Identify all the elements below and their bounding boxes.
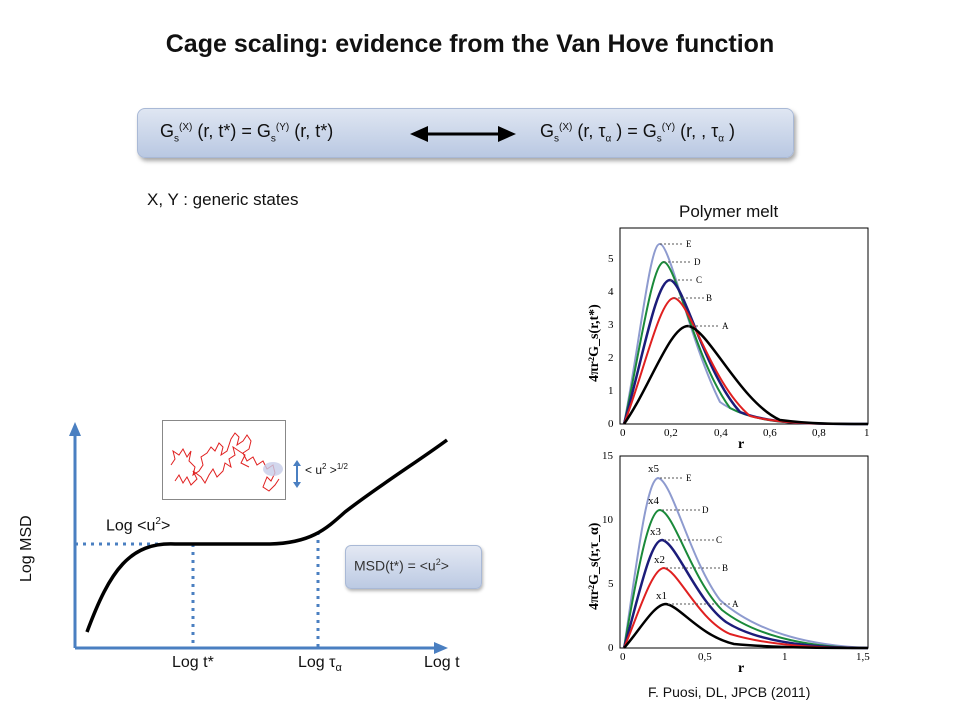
curve-label: C (696, 275, 702, 285)
slide-title: Cage scaling: evidence from the Van Hove… (165, 30, 775, 58)
polymer-label: Polymer melt (679, 202, 779, 221)
curve-label: B (706, 293, 712, 303)
x-axis-label: Log t (424, 654, 460, 671)
top-y-ticks: 0 1 2 3 4 5 (608, 253, 614, 430)
xtick: 1 (864, 427, 870, 439)
curve-label: D (694, 257, 701, 267)
msd-curve (85, 438, 449, 633)
ytick: 4 (608, 286, 614, 298)
curve-label: E (686, 239, 692, 249)
bottom-vanhove-panel: 0 5 10 15 0 0,5 1 1,5 r 4πr²G_s(r,τ_α) E… (587, 450, 870, 676)
ytick: 5 (608, 253, 614, 265)
bottom-x-label: r (738, 661, 744, 676)
ytick: 2 (608, 352, 614, 364)
multiplier-label: x2 (654, 554, 665, 566)
amplitude-arrow-icon (293, 460, 301, 488)
curve-label: E (686, 473, 692, 483)
equation-bar: Gs(X) (r, t*) = Gs(Y) (r, t*) Gs(X) (r, … (137, 108, 794, 158)
msd-sketch (69, 422, 449, 654)
curve-C (622, 278, 869, 426)
plateau-label: Log <u2> (106, 516, 171, 535)
ytick: 3 (608, 319, 614, 331)
xtick: 0 (620, 651, 626, 663)
multiplier-label: x3 (650, 526, 662, 538)
top-y-label: 4πr²G_s(r,t*) (587, 304, 602, 382)
multiplier-label: x5 (648, 463, 660, 475)
equation-left: Gs(X) (r, t*) = Gs(Y) (r, t*) (160, 121, 334, 145)
x-axis-arrow-icon (434, 642, 448, 654)
ytick: 0 (608, 642, 614, 654)
ytick: 15 (602, 450, 614, 462)
xtick: 0,4 (714, 427, 728, 439)
curve-D (623, 508, 869, 649)
y-axis-label: Log MSD (18, 515, 35, 582)
curve-label: D (702, 505, 709, 515)
xtick: 0,5 (698, 651, 712, 663)
xtick: 1,5 (856, 651, 870, 663)
xtick: 0,6 (763, 427, 777, 439)
curve-B (623, 296, 869, 425)
random-walk-trajectory (170, 432, 283, 492)
xtick: 1 (782, 651, 788, 663)
double-arrow-icon (410, 126, 516, 142)
bottom-y-label: 4πr²G_s(r,τ_α) (587, 522, 602, 610)
multiplier-label: x4 (648, 495, 660, 507)
curve-D (623, 260, 869, 425)
curve-B (623, 566, 869, 649)
citation: F. Puosi, DL, JPCB (2011) (648, 684, 811, 700)
ytick: 0 (608, 418, 614, 430)
curve-label: A (722, 321, 729, 331)
curve-E (623, 476, 869, 649)
top-x-ticks: 0 0,2 0,4 0,6 0,8 1 (620, 427, 870, 439)
curve-C (622, 538, 869, 650)
xtick: 0 (620, 427, 626, 439)
random-walk-inset (162, 420, 286, 500)
y-axis-arrow-icon (69, 422, 81, 436)
ytick: 10 (602, 514, 614, 526)
curve-A (622, 324, 869, 426)
multiplier-label: x1 (656, 590, 667, 602)
curve-label: C (716, 535, 722, 545)
curve-label: B (722, 563, 728, 573)
equation-right: Gs(X) (r, τα ) = Gs(Y) (r, , τα ) (540, 121, 736, 145)
msd-condition-box: MSD(t*) = <u2> (345, 545, 482, 589)
amplitude-label: < u2 >1/2 (305, 462, 348, 477)
curve-E (623, 242, 869, 425)
top-vanhove-panel: 0 1 2 3 4 5 0 0,2 0,4 0,6 0,8 1 r 4πr²G_… (587, 227, 870, 450)
curve-A (623, 602, 869, 650)
ytick: 1 (608, 385, 614, 397)
tau-tick-label: Log τα (298, 654, 342, 675)
xtick: 0,2 (664, 427, 678, 439)
tstar-tick-label: Log t* (172, 654, 214, 671)
xtick: 0,8 (812, 427, 826, 439)
curve-label: A (732, 599, 739, 609)
top-x-label: r (738, 437, 744, 450)
ytick: 5 (608, 578, 614, 590)
states-label: X, Y : generic states (147, 190, 299, 209)
